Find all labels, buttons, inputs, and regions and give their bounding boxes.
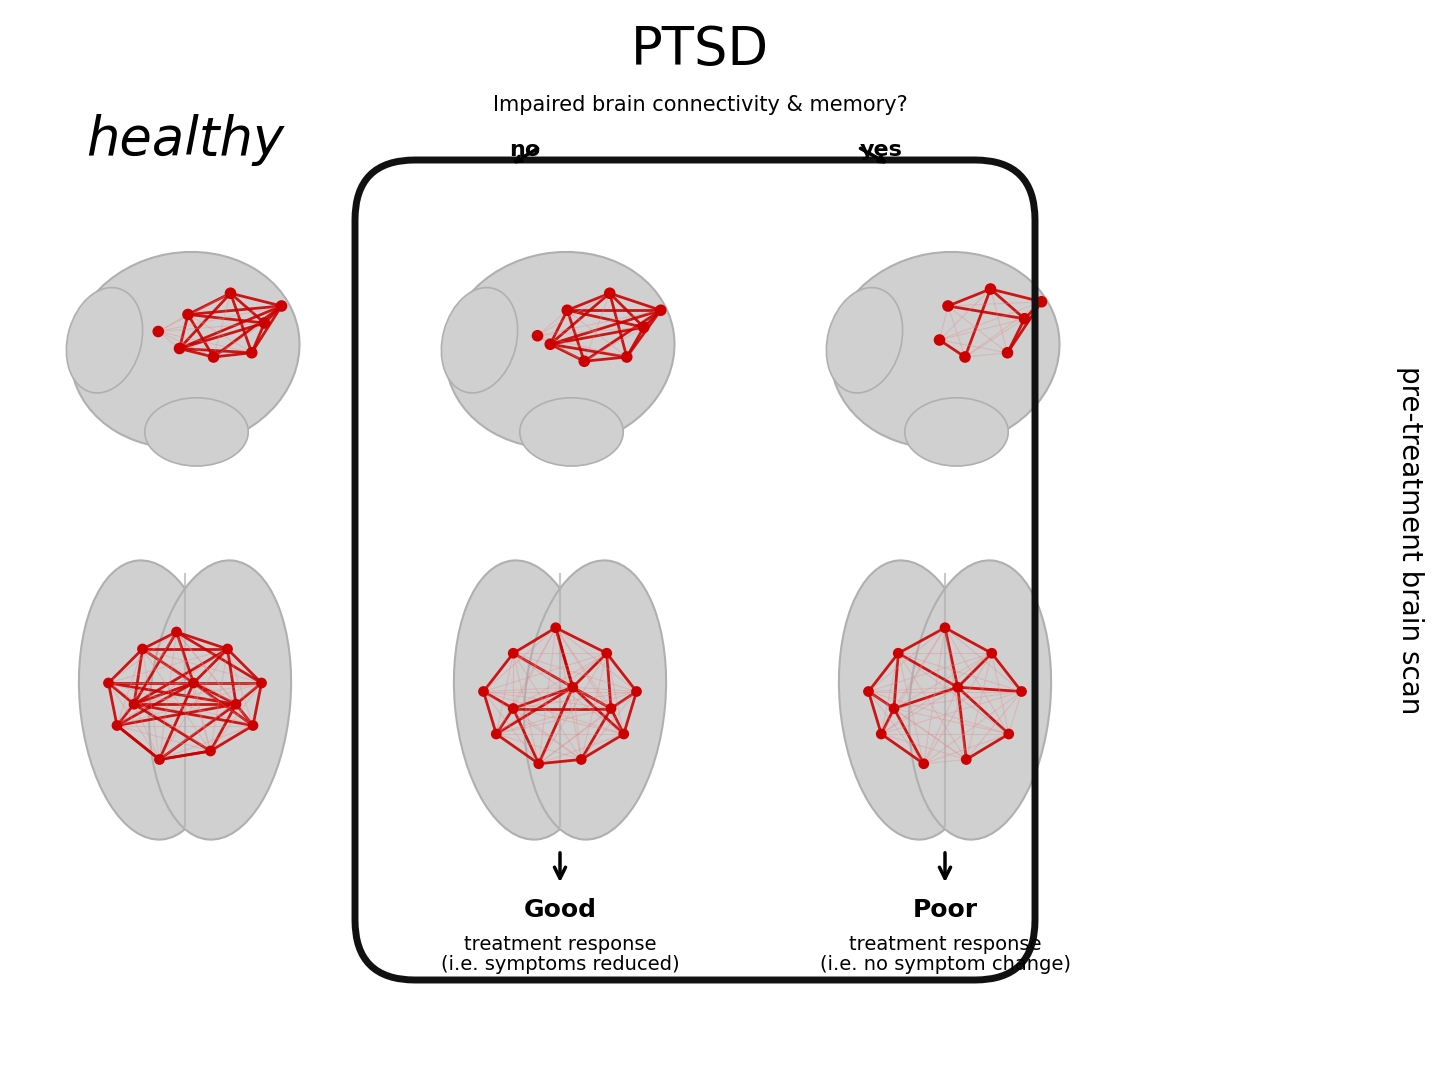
Circle shape <box>232 700 240 708</box>
Circle shape <box>619 729 628 739</box>
Ellipse shape <box>150 561 291 839</box>
Circle shape <box>890 704 899 713</box>
Circle shape <box>206 746 215 756</box>
Ellipse shape <box>66 287 143 393</box>
Text: treatment response: treatment response <box>848 935 1041 955</box>
Circle shape <box>153 326 163 337</box>
Text: (i.e. symptoms reduced): (i.e. symptoms reduced) <box>441 956 680 974</box>
Text: pre-treatment brain scan: pre-treatment brain scan <box>1395 366 1424 714</box>
Circle shape <box>1037 297 1047 307</box>
Circle shape <box>183 309 193 320</box>
Ellipse shape <box>520 397 624 467</box>
Circle shape <box>171 627 181 637</box>
Circle shape <box>579 356 589 366</box>
Circle shape <box>248 720 258 730</box>
Circle shape <box>104 678 114 688</box>
Circle shape <box>533 330 543 341</box>
Circle shape <box>986 649 996 658</box>
Circle shape <box>552 623 560 633</box>
Circle shape <box>1017 687 1027 697</box>
Circle shape <box>622 352 632 362</box>
Circle shape <box>256 678 266 688</box>
Circle shape <box>1002 348 1012 357</box>
Circle shape <box>943 301 953 311</box>
Circle shape <box>639 322 649 333</box>
Circle shape <box>246 348 256 357</box>
Ellipse shape <box>71 252 300 448</box>
Circle shape <box>940 623 949 633</box>
Circle shape <box>877 729 886 739</box>
Text: treatment response: treatment response <box>464 935 657 955</box>
Text: Impaired brain connectivity & memory?: Impaired brain connectivity & memory? <box>492 95 907 114</box>
Ellipse shape <box>445 252 674 448</box>
Ellipse shape <box>909 561 1051 839</box>
Circle shape <box>606 704 616 713</box>
Circle shape <box>655 306 665 315</box>
Circle shape <box>605 288 615 298</box>
Circle shape <box>602 649 612 658</box>
Text: (i.e. no symptom change): (i.e. no symptom change) <box>819 956 1070 974</box>
Ellipse shape <box>827 287 903 393</box>
Circle shape <box>534 759 543 769</box>
Circle shape <box>508 704 518 713</box>
Circle shape <box>480 687 488 697</box>
Circle shape <box>156 755 164 765</box>
Circle shape <box>112 720 121 730</box>
Circle shape <box>508 649 518 658</box>
Circle shape <box>985 284 995 294</box>
Text: healthy: healthy <box>86 114 284 166</box>
Circle shape <box>576 755 586 765</box>
Circle shape <box>491 729 501 739</box>
Circle shape <box>953 683 962 692</box>
Circle shape <box>546 339 556 349</box>
Circle shape <box>1004 729 1014 739</box>
Circle shape <box>632 687 641 697</box>
Ellipse shape <box>441 287 517 393</box>
Text: yes: yes <box>860 140 903 160</box>
Circle shape <box>960 352 971 362</box>
Ellipse shape <box>831 252 1060 448</box>
Ellipse shape <box>904 397 1008 467</box>
Circle shape <box>174 343 184 353</box>
Circle shape <box>189 678 199 688</box>
Circle shape <box>562 306 572 315</box>
Circle shape <box>1020 313 1030 324</box>
Circle shape <box>935 335 945 346</box>
Ellipse shape <box>454 561 596 839</box>
Circle shape <box>276 301 287 311</box>
Circle shape <box>138 645 147 653</box>
Ellipse shape <box>524 561 667 839</box>
Circle shape <box>919 759 929 769</box>
Ellipse shape <box>79 561 220 839</box>
Ellipse shape <box>145 397 248 467</box>
Circle shape <box>259 318 269 328</box>
Circle shape <box>864 687 873 697</box>
Text: Good: Good <box>524 897 596 922</box>
Circle shape <box>962 755 971 765</box>
Circle shape <box>567 683 577 692</box>
Circle shape <box>130 700 138 708</box>
Circle shape <box>223 645 232 653</box>
Text: no: no <box>508 140 540 160</box>
Ellipse shape <box>840 561 981 839</box>
Circle shape <box>226 288 236 298</box>
Text: PTSD: PTSD <box>631 24 769 76</box>
Text: Poor: Poor <box>913 897 978 922</box>
Circle shape <box>894 649 903 658</box>
Circle shape <box>209 352 219 362</box>
